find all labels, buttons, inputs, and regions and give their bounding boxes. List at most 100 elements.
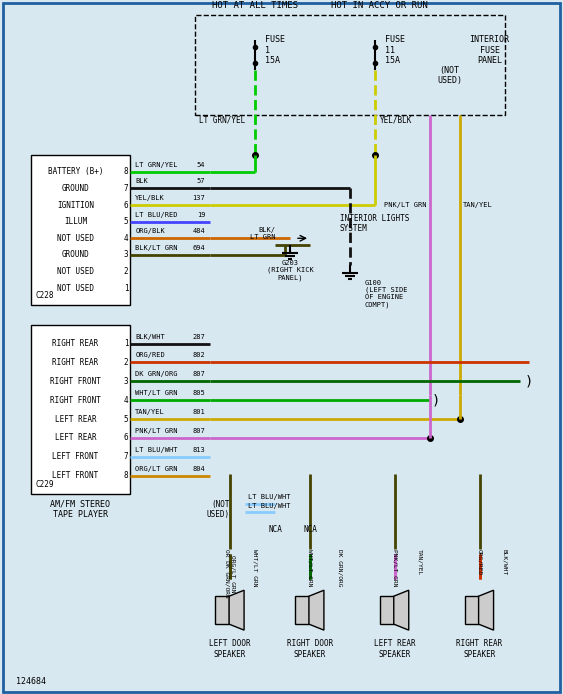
Text: C229: C229 xyxy=(35,480,54,489)
Text: 8: 8 xyxy=(124,471,128,480)
Text: YEL/BLK: YEL/BLK xyxy=(135,195,165,201)
Text: HOT IN ACCY OR RUN: HOT IN ACCY OR RUN xyxy=(332,1,428,10)
Text: NOT USED: NOT USED xyxy=(57,284,94,293)
Text: RIGHT FRONT: RIGHT FRONT xyxy=(50,377,101,386)
Text: 4: 4 xyxy=(124,396,128,405)
Text: 4: 4 xyxy=(124,234,128,243)
Text: GROUND: GROUND xyxy=(61,184,90,193)
Text: 807: 807 xyxy=(193,428,205,434)
Text: 807: 807 xyxy=(193,371,205,378)
Text: ORG/RED: ORG/RED xyxy=(477,549,482,575)
Text: 1: 1 xyxy=(124,284,128,293)
Text: RIGHT REAR: RIGHT REAR xyxy=(52,339,99,348)
Text: RIGHT FRONT: RIGHT FRONT xyxy=(50,396,101,405)
Text: LT BLU/WHT: LT BLU/WHT xyxy=(135,447,178,452)
Text: 7: 7 xyxy=(124,184,128,193)
Text: (NOT
USED): (NOT USED) xyxy=(437,65,462,85)
Text: LEFT REAR: LEFT REAR xyxy=(55,414,96,423)
Text: 801: 801 xyxy=(193,409,205,415)
Text: 5: 5 xyxy=(124,217,128,226)
Text: INTERIOR LIGHTS
SYSTEM: INTERIOR LIGHTS SYSTEM xyxy=(340,214,409,233)
Text: 6: 6 xyxy=(124,201,128,210)
Text: C228: C228 xyxy=(35,291,54,300)
Text: HOT AT ALL TIMES: HOT AT ALL TIMES xyxy=(212,1,298,10)
Text: ORG/BLK: ORG/BLK xyxy=(135,228,165,235)
Text: BLK/
LT GRN: BLK/ LT GRN xyxy=(249,227,275,240)
Text: INTERIOR
FUSE
PANEL: INTERIOR FUSE PANEL xyxy=(470,35,510,65)
Text: (NOT
USED): (NOT USED) xyxy=(207,500,230,519)
Text: 137: 137 xyxy=(193,195,205,201)
Text: NCA: NCA xyxy=(268,525,282,534)
Text: AM/FM STEREO
TAPE PLAYER: AM/FM STEREO TAPE PLAYER xyxy=(51,500,110,519)
Polygon shape xyxy=(479,590,494,630)
Text: LT GRN/YEL: LT GRN/YEL xyxy=(135,162,178,168)
Text: 54: 54 xyxy=(196,162,205,168)
Text: 694: 694 xyxy=(193,245,205,251)
Text: ORG/LT GRN
OR DK GRN/ORG: ORG/LT GRN OR DK GRN/ORG xyxy=(225,549,235,598)
Text: WHT/LT GRN: WHT/LT GRN xyxy=(307,549,312,587)
Text: 8: 8 xyxy=(124,167,128,176)
Text: G100
(LEFT SIDE
OF ENGINE
COMPT): G100 (LEFT SIDE OF ENGINE COMPT) xyxy=(365,280,407,308)
Text: TAN/YEL: TAN/YEL xyxy=(135,409,165,415)
Text: LT GRN/YEL: LT GRN/YEL xyxy=(199,116,245,125)
Text: FUSE
11
15A: FUSE 11 15A xyxy=(385,35,405,65)
Polygon shape xyxy=(309,590,324,630)
Text: PNK/LT GRN: PNK/LT GRN xyxy=(384,202,427,208)
Polygon shape xyxy=(394,590,409,630)
Text: 813: 813 xyxy=(193,447,205,452)
Text: GROUND: GROUND xyxy=(61,251,90,260)
Text: 7: 7 xyxy=(124,452,128,462)
Text: 2: 2 xyxy=(124,358,128,367)
Text: TAN/YEL: TAN/YEL xyxy=(417,549,422,575)
Text: 484: 484 xyxy=(193,228,205,235)
Text: ORG/RED: ORG/RED xyxy=(135,353,165,359)
Text: 19: 19 xyxy=(196,212,205,218)
Text: 3: 3 xyxy=(124,377,128,386)
Text: DK GRN/ORG: DK GRN/ORG xyxy=(135,371,178,378)
Bar xyxy=(380,596,394,624)
Text: BLK/WHT: BLK/WHT xyxy=(135,334,165,339)
Text: ): ) xyxy=(432,393,440,407)
Text: DK GRN/ORG: DK GRN/ORG xyxy=(337,549,342,587)
Text: TAN/YEL: TAN/YEL xyxy=(463,202,493,208)
Text: 802: 802 xyxy=(193,353,205,359)
Text: NOT USED: NOT USED xyxy=(57,267,94,276)
Text: ORG/LT GRN: ORG/LT GRN xyxy=(135,466,178,471)
Text: WHT/LT GRN: WHT/LT GRN xyxy=(135,390,178,396)
Text: RIGHT REAR: RIGHT REAR xyxy=(52,358,99,367)
Text: RIGHT REAR
SPEAKER: RIGHT REAR SPEAKER xyxy=(457,639,503,659)
Text: 5: 5 xyxy=(124,414,128,423)
Text: RIGHT DOOR
SPEAKER: RIGHT DOOR SPEAKER xyxy=(287,639,333,659)
Text: PNK/LT GRN: PNK/LT GRN xyxy=(392,549,397,587)
Bar xyxy=(215,596,229,624)
Text: 124684: 124684 xyxy=(16,677,46,686)
Text: LEFT REAR
SPEAKER: LEFT REAR SPEAKER xyxy=(374,639,415,659)
Text: BLK/WHT: BLK/WHT xyxy=(502,549,507,575)
Text: LEFT FRONT: LEFT FRONT xyxy=(52,471,99,480)
Polygon shape xyxy=(229,590,244,630)
Text: WHT/LT GRN: WHT/LT GRN xyxy=(253,549,257,587)
Text: 287: 287 xyxy=(193,334,205,339)
Text: 805: 805 xyxy=(193,390,205,396)
Bar xyxy=(195,15,504,115)
Text: FUSE
1
15A: FUSE 1 15A xyxy=(265,35,285,65)
Text: 1: 1 xyxy=(124,339,128,348)
Text: 2: 2 xyxy=(124,267,128,276)
Text: NOT USED: NOT USED xyxy=(57,234,94,243)
Text: 6: 6 xyxy=(124,433,128,442)
Text: IGNITION: IGNITION xyxy=(57,201,94,210)
Text: 3: 3 xyxy=(124,251,128,260)
Text: ILLUM: ILLUM xyxy=(64,217,87,226)
Bar xyxy=(30,155,130,305)
Text: YEL/BLK: YEL/BLK xyxy=(380,116,412,125)
Text: ): ) xyxy=(525,374,533,389)
Text: LT BLU/WHT: LT BLU/WHT xyxy=(248,503,291,509)
Text: LT BLU/RED: LT BLU/RED xyxy=(135,212,178,218)
Text: LEFT FRONT: LEFT FRONT xyxy=(52,452,99,462)
Text: BATTERY (B+): BATTERY (B+) xyxy=(48,167,103,176)
Text: BLK/LT GRN: BLK/LT GRN xyxy=(135,245,178,251)
Text: NCA: NCA xyxy=(303,525,317,534)
Text: BLK: BLK xyxy=(135,178,148,185)
Text: G203
(RIGHT KICK
PANEL): G203 (RIGHT KICK PANEL) xyxy=(267,260,314,281)
Text: LT BLU/WHT: LT BLU/WHT xyxy=(248,494,291,500)
